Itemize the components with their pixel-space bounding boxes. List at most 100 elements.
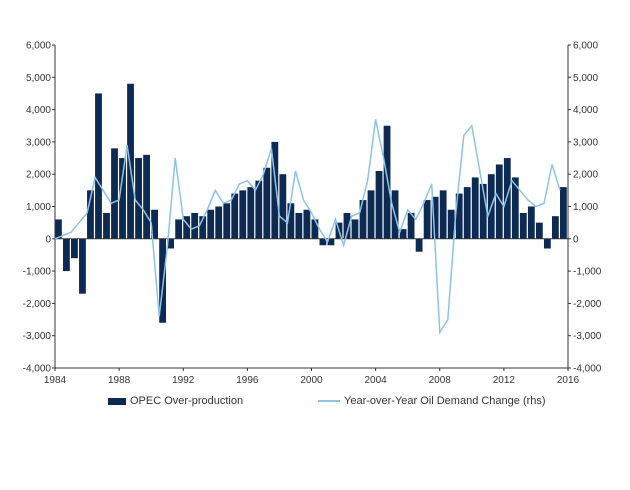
right-tick-label: 5,000 <box>573 73 598 84</box>
x-tick-label: 1984 <box>44 375 67 386</box>
opec-bar <box>263 167 271 239</box>
opec-bar <box>447 209 455 239</box>
opec-bar <box>79 238 86 294</box>
opec-bar <box>183 216 191 239</box>
legend-swatch-bar <box>108 397 126 405</box>
opec-bar <box>535 222 543 239</box>
opec-bar <box>239 190 247 239</box>
opec-bar <box>311 219 319 239</box>
legend-item-demand: Year-over-Year Oil Demand Change (rhs) <box>318 395 546 407</box>
opec-bar <box>199 216 207 239</box>
opec-bar <box>455 193 463 239</box>
opec-bar <box>207 209 215 239</box>
opec-bar <box>503 158 511 239</box>
opec-bar <box>399 229 407 239</box>
opec-bar <box>463 187 471 239</box>
opec-bar <box>295 212 303 239</box>
left-tick-label: -4,000 <box>23 364 52 375</box>
legend: OPEC Over-production Year-over-Year Oil … <box>0 395 630 415</box>
opec-bar <box>223 203 231 239</box>
opec-bar <box>471 177 479 239</box>
opec-bar <box>95 93 102 239</box>
opec-bar <box>343 212 351 239</box>
right-tick-label: 4,000 <box>573 105 598 116</box>
opec-bar <box>119 158 126 239</box>
opec-bar <box>407 212 415 239</box>
opec-bar <box>519 212 527 239</box>
opec-bar <box>383 125 391 239</box>
opec-bar <box>71 238 78 259</box>
opec-bar <box>191 212 199 239</box>
left-tick-label: -3,000 <box>23 331 52 342</box>
x-tick-label: 1992 <box>172 375 195 386</box>
left-tick-labels: 6,000 5,000 4,000 3,000 2,000 1,000 0 -1,000 -2,… <box>23 41 55 375</box>
opec-bar <box>55 219 62 239</box>
right-tick-label: -1,000 <box>573 267 602 278</box>
right-tick-label: 0 <box>573 234 579 245</box>
left-tick-label: 4,000 <box>26 105 51 116</box>
right-tick-label: 2,000 <box>573 170 598 181</box>
opec-bar <box>103 212 110 239</box>
legend-swatch-line <box>318 400 340 402</box>
opec-bar <box>359 200 367 239</box>
right-tick-label: -4,000 <box>573 364 602 375</box>
opec-bar <box>479 183 487 239</box>
x-tick-label: 2008 <box>429 375 452 386</box>
opec-bar <box>559 187 567 239</box>
opec-bar <box>231 193 239 239</box>
opec-bar <box>151 209 159 239</box>
x-tick-label: 2004 <box>365 375 388 386</box>
x-tick-labels: 1984 1988 1992 1996 2000 2004 2008 2012 2016 <box>44 368 580 386</box>
bars-group <box>55 83 567 323</box>
opec-bar <box>423 200 431 239</box>
opec-bar <box>319 238 327 246</box>
opec-bar <box>215 206 223 239</box>
opec-bar <box>255 180 263 239</box>
x-tick-label: 1996 <box>236 375 259 386</box>
left-tick-label: 6,000 <box>26 41 51 52</box>
right-tick-label: -2,000 <box>573 299 602 310</box>
opec-bar <box>511 177 519 239</box>
opec-bar <box>247 187 255 239</box>
left-tick-label: 0 <box>45 234 51 245</box>
opec-bar <box>303 209 311 239</box>
opec-bar <box>63 238 70 272</box>
legend-label-opec: OPEC Over-production <box>130 395 244 407</box>
right-tick-labels: 6,000 5,000 4,000 3,000 2,000 1,000 0 -1,000 -2,… <box>568 41 602 375</box>
legend-item-opec: OPEC Over-production <box>108 395 243 407</box>
right-tick-label: -3,000 <box>573 331 602 342</box>
demand-change-line <box>54 119 561 335</box>
left-tick-label: 5,000 <box>26 73 51 84</box>
opec-bar <box>495 164 503 239</box>
opec-bar <box>143 154 150 239</box>
opec-bar <box>367 190 375 239</box>
opec-bar <box>439 190 447 239</box>
left-tick-label: -1,000 <box>23 267 52 278</box>
opec-bar <box>87 190 94 239</box>
opec-bar <box>167 238 175 249</box>
left-tick-label: -2,000 <box>23 299 52 310</box>
right-tick-label: 6,000 <box>573 41 598 52</box>
opec-bar <box>271 141 279 239</box>
opec-bar <box>327 238 335 246</box>
opec-bar <box>127 83 134 239</box>
opec-bar <box>351 219 359 239</box>
opec-bar <box>287 203 295 239</box>
opec-bar <box>175 219 183 239</box>
x-tick-label: 2000 <box>300 375 323 386</box>
opec-bar <box>111 148 118 239</box>
opec-bar <box>543 238 551 249</box>
opec-bar <box>415 238 423 252</box>
opec-bar <box>159 238 167 323</box>
opec-bar <box>551 216 559 239</box>
right-tick-label: 1,000 <box>573 202 598 213</box>
x-tick-label: 2016 <box>557 375 580 386</box>
left-tick-label: 1,000 <box>26 202 51 213</box>
opec-bar <box>431 196 439 239</box>
x-tick-label: 1988 <box>108 375 131 386</box>
x-tick-label: 2012 <box>493 375 516 386</box>
left-tick-label: 3,000 <box>26 137 51 148</box>
opec-bar <box>135 158 142 239</box>
legend-label-demand: Year-over-Year Oil Demand Change (rhs) <box>344 395 546 407</box>
